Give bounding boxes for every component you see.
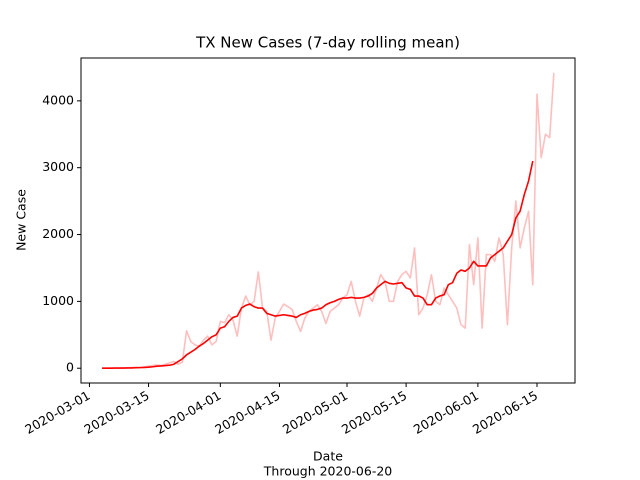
y-axis-label: New Case [14,189,29,251]
x-tick-label: 2020-05-15 [339,388,409,437]
y-tick-label: 3000 [42,159,74,174]
series-line [102,72,555,370]
y-tick-label: 2000 [42,226,74,241]
x-tick-label: 2020-03-15 [81,388,151,437]
series-line [102,160,534,370]
plot-frame [80,57,576,384]
x-axis-sublabel: Through 2020-06-20 [263,464,393,479]
x-tick-label: 2020-06-15 [470,388,540,437]
y-tick-label: 1000 [42,293,74,308]
x-tick-label: 2020-03-01 [22,388,92,437]
x-tick-label: 2020-04-15 [212,388,282,437]
x-axis-label: Date [313,449,343,464]
x-tick-label: 2020-04-01 [153,388,223,437]
chart-title: TX New Cases (7-day rolling mean) [195,34,460,52]
y-tick-label: 4000 [42,92,74,107]
y-tick-label: 0 [66,360,74,375]
x-tick-label: 2020-05-01 [280,388,350,437]
x-tick-label: 2020-06-01 [411,388,481,437]
